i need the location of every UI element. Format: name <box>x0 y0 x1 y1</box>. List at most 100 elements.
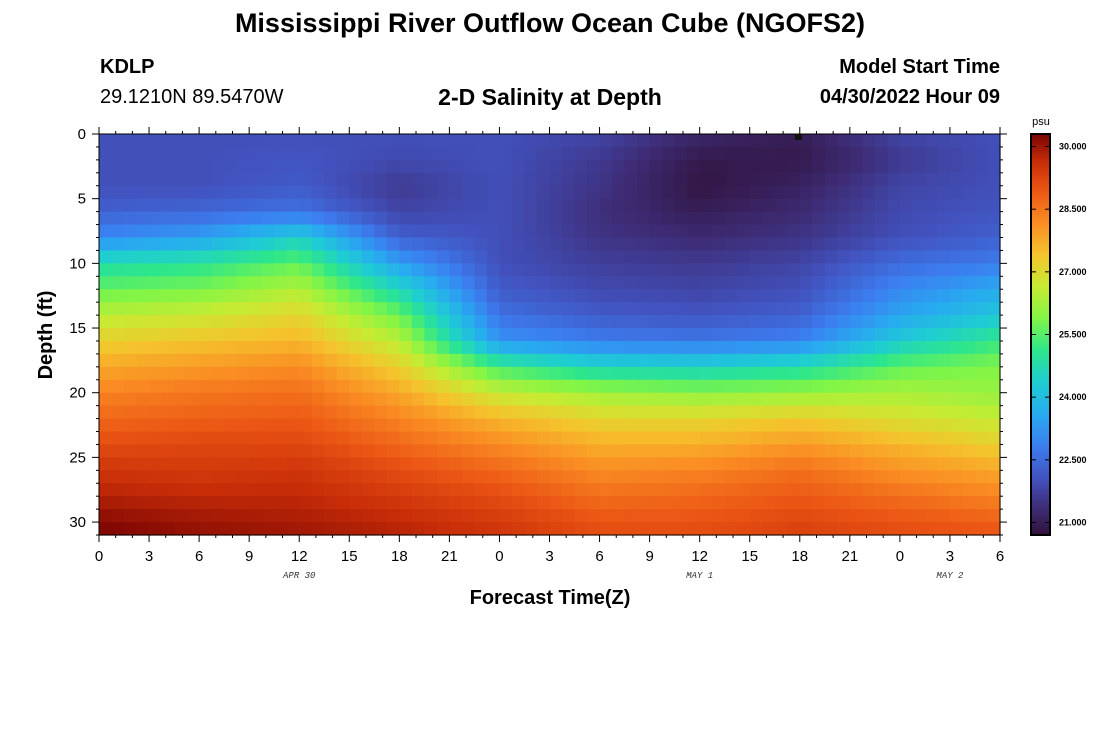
heatmap-cell <box>924 185 939 200</box>
heatmap-cell <box>361 172 375 187</box>
heatmap-cell <box>899 366 913 381</box>
heatmap-cell <box>361 159 375 174</box>
heatmap-cell <box>199 315 213 329</box>
heatmap-cell <box>361 431 375 446</box>
heatmap-cell <box>762 444 776 458</box>
heatmap-cell <box>699 496 713 510</box>
heatmap-cell <box>874 366 888 381</box>
heatmap-cell <box>549 405 563 420</box>
heatmap-cell <box>111 328 125 342</box>
heatmap-cell <box>887 289 901 303</box>
heatmap-cell <box>787 444 801 458</box>
heatmap-cell <box>737 353 751 368</box>
heatmap-cell <box>374 237 388 252</box>
heatmap-cell <box>737 328 751 342</box>
heatmap-cell <box>687 379 701 394</box>
heatmap-cell <box>749 444 763 458</box>
heatmap-cell <box>386 431 400 446</box>
heatmap-cell <box>624 392 638 407</box>
heatmap-cell <box>536 315 551 329</box>
heatmap-cell <box>724 418 738 433</box>
heatmap-cell <box>324 146 338 161</box>
heatmap-cell <box>712 522 726 536</box>
heatmap-cell <box>712 172 726 187</box>
heatmap-cell <box>474 198 488 213</box>
heatmap-cell <box>874 250 888 264</box>
heatmap-cell <box>562 379 576 394</box>
heatmap-cell <box>849 211 863 226</box>
heatmap-cell <box>499 366 513 381</box>
heatmap-cell <box>136 315 150 329</box>
heatmap-cell <box>587 392 601 407</box>
heatmap-cell <box>687 315 701 329</box>
heatmap-cell <box>862 418 876 433</box>
heatmap-cell <box>474 392 488 407</box>
heatmap-cell <box>324 302 338 316</box>
heatmap-cell <box>186 353 200 368</box>
heatmap-cell <box>461 353 476 368</box>
heatmap-cell <box>436 340 450 355</box>
heatmap-cell <box>386 198 400 213</box>
heatmap-cell <box>111 289 125 303</box>
heatmap-cell <box>824 340 838 355</box>
heatmap-cell <box>286 224 300 239</box>
heatmap-cell <box>637 509 651 523</box>
heatmap-cell <box>349 340 363 355</box>
heatmap-cell <box>762 185 776 200</box>
heatmap-cell <box>687 276 701 290</box>
heatmap-cells <box>99 134 1001 536</box>
heatmap-cell <box>837 340 851 355</box>
heatmap-cell <box>899 522 913 536</box>
heatmap-cell <box>899 159 913 174</box>
x-tick-labels: 0 3 6 9 12 15 18 21 0 3 6 9 12 15 18 21 0 3 6 <box>95 548 1004 565</box>
heatmap-cell <box>224 392 238 407</box>
heatmap-cell <box>974 185 989 200</box>
heatmap-cell <box>186 470 200 484</box>
heatmap-cell <box>849 392 863 407</box>
heatmap-cell <box>399 470 413 484</box>
heatmap-cell <box>311 522 325 536</box>
heatmap-cell <box>324 392 338 407</box>
heatmap-cell <box>674 431 688 446</box>
heatmap-cell <box>424 366 438 381</box>
heatmap-cell <box>612 522 626 536</box>
heatmap-cell <box>436 198 450 213</box>
heatmap-cell <box>411 392 425 407</box>
heatmap-cell <box>236 340 250 355</box>
heatmap-cell <box>211 418 225 433</box>
heatmap-cell <box>224 134 238 148</box>
heatmap-cell <box>649 146 663 161</box>
heatmap-cell <box>336 405 350 420</box>
heatmap-cell <box>111 185 125 200</box>
heatmap-cell <box>662 146 676 161</box>
heatmap-cell <box>286 457 300 471</box>
x-tick-label: 0 <box>896 548 904 565</box>
heatmap-cell <box>236 224 250 239</box>
x-axis-title: Forecast Time(Z) <box>470 587 631 609</box>
heatmap-cell <box>124 302 138 316</box>
heatmap-cell <box>499 522 513 536</box>
heatmap-cell <box>612 379 626 394</box>
heatmap-cell <box>962 405 976 420</box>
heatmap-cell <box>787 353 801 368</box>
heatmap-cell <box>274 289 288 303</box>
heatmap-cell <box>386 340 400 355</box>
heatmap-cell <box>637 405 651 420</box>
heatmap-cell <box>774 366 788 381</box>
heatmap-cell <box>712 224 726 239</box>
heatmap-cell <box>587 250 601 264</box>
heatmap-cell <box>424 315 438 329</box>
heatmap-cell <box>937 134 951 148</box>
heatmap-cell <box>136 509 150 523</box>
heatmap-cell <box>286 522 300 536</box>
heatmap-cell <box>524 379 538 394</box>
heatmap-cell <box>712 263 726 277</box>
heatmap-cell <box>612 276 626 290</box>
heatmap-cell <box>799 250 813 264</box>
heatmap-cell <box>949 315 964 329</box>
heatmap-cell <box>511 315 526 329</box>
heatmap-cell <box>361 224 375 239</box>
heatmap-cell <box>199 276 213 290</box>
heatmap-cell <box>749 159 763 174</box>
heatmap-cell <box>349 509 363 523</box>
